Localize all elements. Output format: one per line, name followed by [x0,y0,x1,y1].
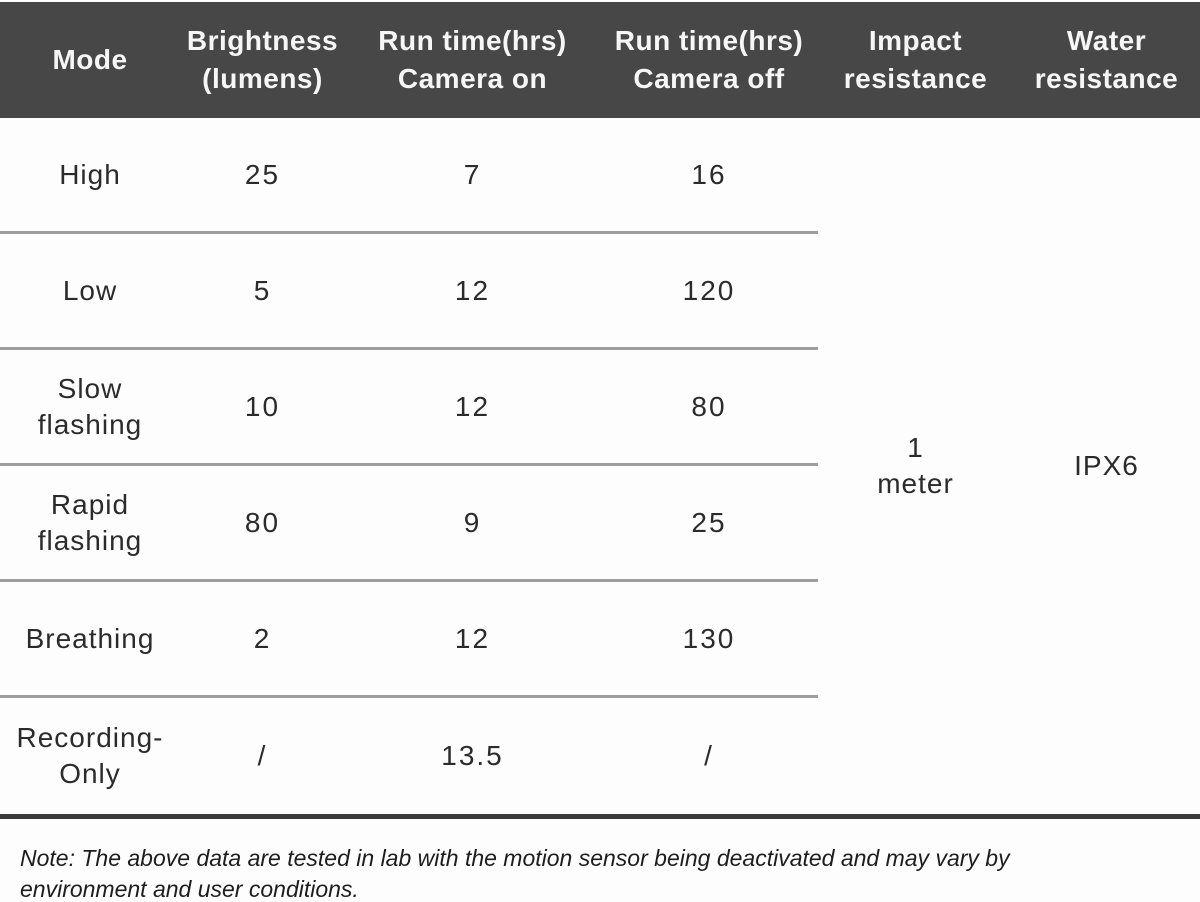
runtime-camera-off-cell: / [600,740,818,772]
table-bottom-border [0,814,1200,819]
mode-cell: Low [0,273,180,309]
brightness-value: 80 [244,506,281,538]
runtime-camera-on-cell: 12 [345,275,600,307]
column-header-runtime-camera-off: Run time(hrs) Camera off [600,22,818,98]
header-line: resistance [843,63,988,94]
mode-rows: High 25 7 16 Low 5 12 120 Slow flashing … [0,118,818,814]
runtime-camera-on-value: 9 [463,506,482,538]
brightness-cell: 25 [180,159,345,191]
brightness-cell: 5 [180,275,345,307]
runtime-camera-on-cell: 9 [345,507,600,539]
mode-label: High [59,158,121,190]
mode-cell: Slow flashing [0,371,180,443]
header-line: Run time(hrs) [378,25,567,56]
header-line: Mode [52,44,128,75]
runtime-camera-on-cell: 12 [345,623,600,655]
mode-cell: Rapid flashing [0,487,180,559]
brightness-value: 2 [253,622,272,654]
runtime-camera-on-value: 13.5 [441,740,504,771]
table-row-high: High 25 7 16 [0,118,818,234]
mode-label: Breathing [25,622,155,654]
mode-label: Low [62,274,118,306]
runtime-camera-off-value: 120 [682,274,736,306]
table-row-slow-flashing: Slow flashing 10 12 80 [0,350,818,466]
column-header-brightness: Brightness (lumens) [180,22,345,98]
spec-table: Mode Brightness (lumens) Run time(hrs) C… [0,2,1200,819]
brightness-value: 5 [253,274,272,306]
runtime-camera-off-value: 130 [682,622,736,654]
table-row-breathing: Breathing 2 12 130 [0,582,818,698]
brightness-cell: 80 [180,507,345,539]
table-row-rapid-flashing: Rapid flashing 80 9 25 [0,466,818,582]
mode-label: Slow flashing [37,372,143,440]
brightness-cell: 2 [180,623,345,655]
brightness-cell: / [180,740,345,772]
header-line: Brightness [186,25,339,56]
footnote: Note: The above data are tested in lab w… [20,845,1010,902]
column-header-water-resistance: Water resistance [1013,22,1200,98]
column-header-mode: Mode [0,41,180,79]
runtime-camera-on-cell: 13.5 [345,740,600,772]
mode-cell: Recording-Only [0,720,180,792]
runtime-camera-on-cell: 7 [345,159,600,191]
impact-resistance-line: meter [877,468,954,499]
header-line: Camera on [397,63,548,94]
runtime-camera-on-value: 7 [463,158,482,190]
header-line: Water [1066,25,1147,56]
runtime-camera-on-value: 12 [454,274,491,306]
header-line: Impact [868,25,963,56]
table-body: High 25 7 16 Low 5 12 120 Slow flashing … [0,118,1200,814]
mode-cell: Breathing [0,621,180,657]
mode-cell: High [0,157,180,193]
runtime-camera-off-cell: 25 [600,507,818,539]
runtime-camera-off-value: 16 [691,158,727,190]
header-line: Camera off [633,63,785,94]
impact-resistance-value: 1 meter [877,430,954,502]
runtime-camera-off-value: 25 [691,506,727,538]
header-line: resistance [1034,63,1179,94]
brightness-cell: 10 [180,391,345,423]
table-row-low: Low 5 12 120 [0,234,818,350]
runtime-camera-off-value: 80 [691,390,727,422]
runtime-camera-on-value: 12 [454,390,491,422]
brightness-value: 10 [244,390,281,422]
water-resistance-cell: IPX6 [1013,118,1200,814]
impact-resistance-line: 1 [907,432,924,463]
header-line: (lumens) [202,63,323,94]
runtime-camera-off-cell: 130 [600,623,818,655]
runtime-camera-off-cell: 120 [600,275,818,307]
runtime-camera-off-cell: 80 [600,391,818,423]
brightness-value: / [257,740,268,771]
table-header-row: Mode Brightness (lumens) Run time(hrs) C… [0,2,1200,118]
water-resistance-value: IPX6 [1074,450,1139,481]
column-header-impact-resistance: Impact resistance [818,22,1013,98]
impact-resistance-cell: 1 meter [818,118,1013,814]
column-header-runtime-camera-on: Run time(hrs) Camera on [345,22,600,98]
header-line: Run time(hrs) [614,25,804,56]
mode-label: Rapid flashing [37,488,143,556]
table-row-recording-only: Recording-Only / 13.5 / [0,698,818,814]
runtime-camera-on-cell: 12 [345,391,600,423]
mode-label: Recording-Only [16,722,164,789]
runtime-camera-off-value: / [704,740,714,771]
runtime-camera-on-value: 12 [454,622,491,654]
brightness-value: 25 [244,158,281,190]
runtime-camera-off-cell: 16 [600,159,818,191]
